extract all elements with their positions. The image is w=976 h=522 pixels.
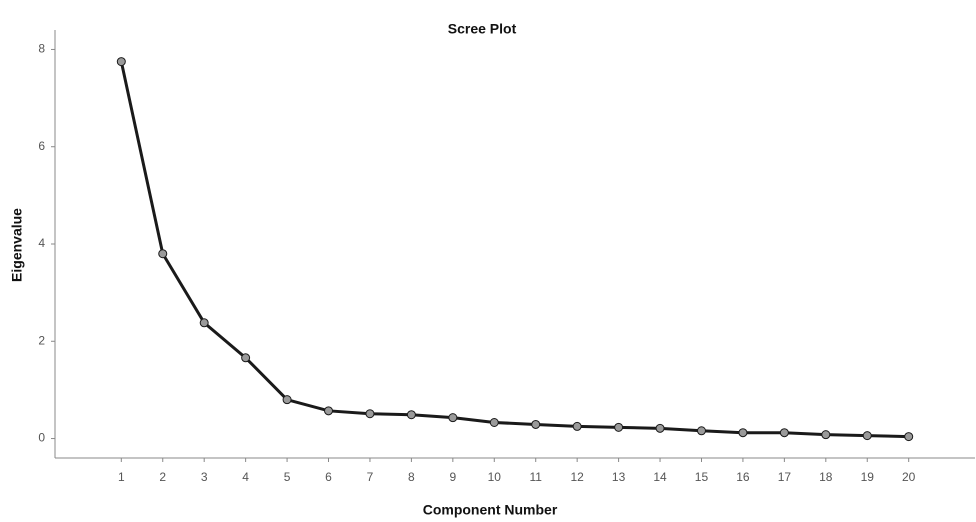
point (615, 423, 623, 431)
x-tick-label: 17 (778, 470, 792, 484)
point (242, 354, 250, 362)
x-tick-label: 14 (653, 470, 667, 484)
point (407, 411, 415, 419)
chart-title: Scree Plot (448, 21, 517, 37)
page: Scree Plot Component Number Eigenvalue 0… (0, 0, 976, 522)
point (490, 418, 498, 426)
x-tick-label: 20 (902, 470, 916, 484)
x-tick-label: 16 (736, 470, 750, 484)
x-tick-label: 5 (284, 470, 291, 484)
x-tick-label: 7 (367, 470, 374, 484)
point (656, 424, 664, 432)
point (822, 431, 830, 439)
point (200, 319, 208, 327)
x-tick-label: 6 (325, 470, 332, 484)
x-tick-label: 2 (159, 470, 166, 484)
point (780, 429, 788, 437)
x-tick-label: 1 (118, 470, 125, 484)
x-axis-label: Component Number (423, 502, 558, 518)
x-tick-label: 10 (488, 470, 502, 484)
y-tick-label: 6 (38, 139, 45, 153)
x-tick-label: 8 (408, 470, 415, 484)
point (325, 407, 333, 415)
point (366, 410, 374, 418)
point (159, 250, 167, 258)
x-tick-label: 18 (819, 470, 833, 484)
point (739, 429, 747, 437)
x-tick-label: 9 (449, 470, 456, 484)
y-axis-label: Eigenvalue (9, 208, 25, 282)
point (863, 432, 871, 440)
point (905, 433, 913, 441)
x-tick-label: 3 (201, 470, 208, 484)
x-tick-label: 13 (612, 470, 626, 484)
x-tick-label: 15 (695, 470, 709, 484)
point (697, 427, 705, 435)
x-tick-label: 11 (529, 470, 542, 484)
point (532, 420, 540, 428)
y-tick-label: 8 (38, 42, 45, 56)
x-tick-label: 19 (861, 470, 875, 484)
x-tick-label: 4 (242, 470, 249, 484)
point (449, 414, 457, 422)
x-tick-label: 12 (570, 470, 584, 484)
y-tick-label: 0 (38, 431, 45, 445)
point (573, 422, 581, 430)
point (283, 396, 291, 404)
scree-line (121, 62, 908, 437)
y-tick-label: 2 (38, 333, 45, 347)
chart: Scree Plot Component Number Eigenvalue 0… (0, 0, 976, 522)
y-tick-label: 4 (38, 236, 45, 250)
point (117, 58, 125, 66)
